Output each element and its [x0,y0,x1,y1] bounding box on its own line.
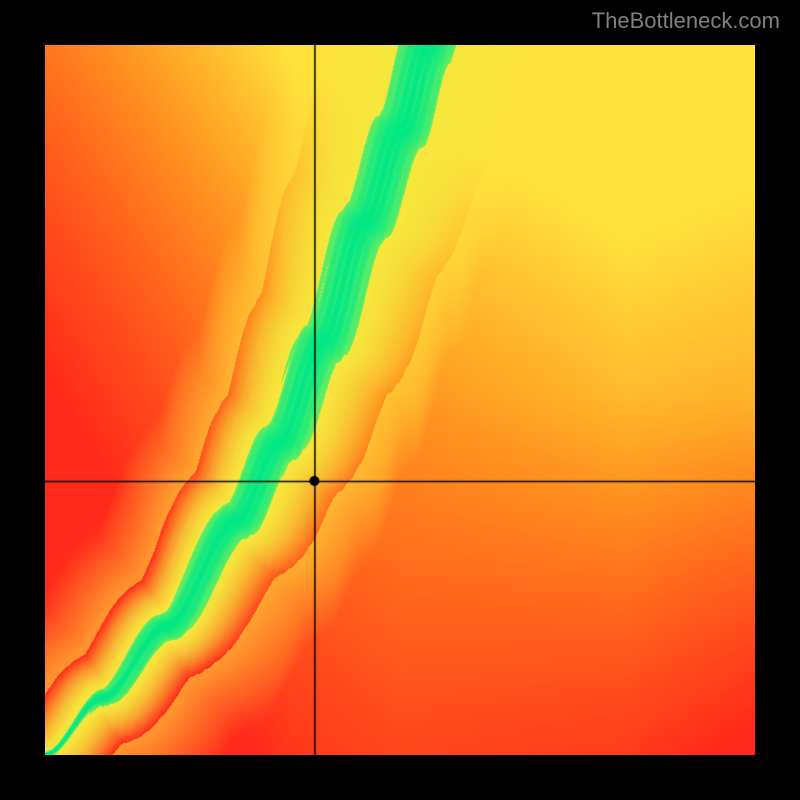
chart-container: TheBottleneck.com [0,0,800,800]
heatmap-canvas [45,45,755,755]
plot-area [45,45,755,755]
watermark-text: TheBottleneck.com [592,8,780,34]
